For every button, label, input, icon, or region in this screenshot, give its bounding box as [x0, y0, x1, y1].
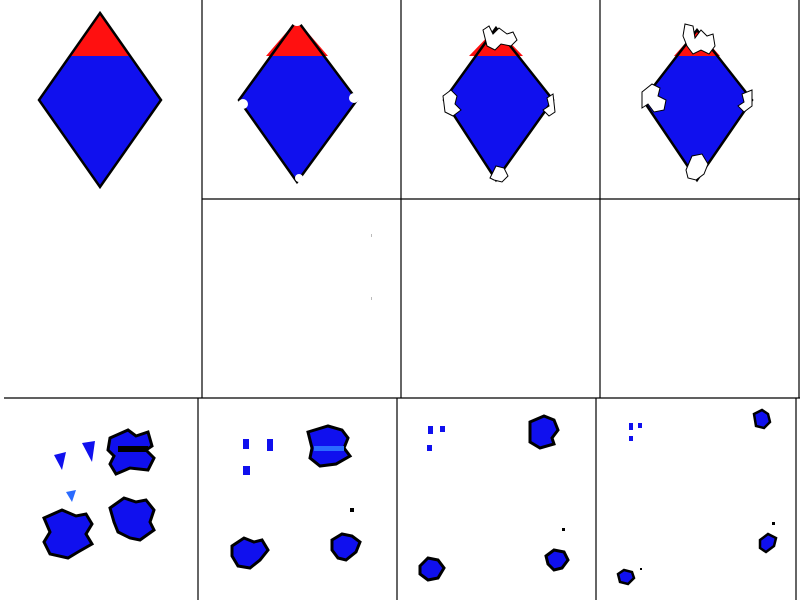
fragment — [82, 441, 95, 462]
speck — [371, 297, 372, 300]
diamond-panel-3 — [442, 25, 556, 183]
fragment — [629, 436, 633, 441]
diamond-top-band — [70, 13, 130, 56]
fragment — [428, 426, 433, 434]
diamond-panel-1 — [37, 10, 163, 190]
fragment — [528, 414, 560, 450]
fragment — [54, 452, 66, 470]
fragment — [638, 423, 642, 428]
speck — [350, 508, 354, 512]
erosion-notch — [349, 93, 359, 103]
fragment — [108, 496, 156, 542]
fragment-band — [118, 446, 148, 452]
fragment — [758, 532, 778, 554]
fragment-band — [314, 446, 344, 451]
grid-lines — [4, 0, 800, 600]
fragment — [629, 423, 633, 430]
fragment — [616, 568, 636, 586]
diamond-panel-4 — [641, 23, 754, 183]
erosion-notch — [238, 99, 248, 109]
erosion-notch — [482, 25, 518, 51]
fragment — [427, 445, 432, 451]
erosion-notch — [737, 89, 753, 113]
diamond-outline — [237, 17, 359, 185]
fragment-panel-1 — [42, 428, 156, 560]
speck — [772, 522, 775, 525]
fragment — [42, 508, 95, 560]
fragment — [243, 466, 250, 475]
diamond-panel-2 — [237, 14, 359, 185]
fragment — [544, 548, 570, 572]
erosion-notch — [295, 174, 303, 182]
fragment — [66, 490, 76, 502]
middle-row-specks — [371, 234, 372, 300]
diamond-top-band — [266, 20, 328, 56]
erosion-notch — [291, 14, 303, 26]
fragment — [418, 556, 446, 582]
diamond-outline — [641, 27, 754, 183]
fragment — [330, 532, 362, 562]
diamond-body — [643, 30, 752, 180]
speck — [562, 528, 565, 531]
fragment — [230, 536, 270, 570]
fragment-panel-2 — [230, 424, 362, 570]
erosion-notch — [489, 165, 509, 183]
erosion-notch — [442, 89, 462, 117]
erosion-notch — [542, 93, 556, 117]
erosion-notch — [685, 153, 709, 181]
fragment — [752, 408, 772, 430]
speck — [640, 568, 642, 570]
fragment — [267, 439, 273, 451]
fragment — [440, 426, 445, 432]
diamond-outline — [37, 10, 163, 190]
speck — [371, 234, 372, 237]
erosion-notch — [641, 83, 667, 113]
fragment-panel-4 — [616, 408, 778, 586]
fragment-panel-3 — [418, 414, 570, 582]
fragment — [243, 439, 249, 449]
erosion-notch — [682, 23, 716, 55]
